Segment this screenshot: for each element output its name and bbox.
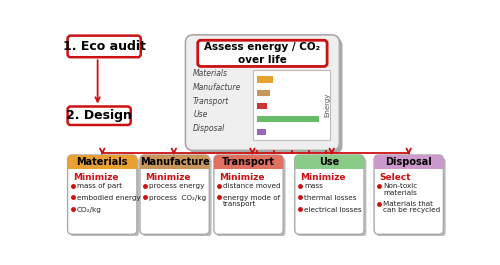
Text: mass: mass [304, 183, 323, 189]
Bar [295, 164, 364, 169]
Text: Manufacture: Manufacture [140, 157, 209, 167]
Bar [214, 164, 283, 169]
FancyBboxPatch shape [297, 157, 366, 237]
FancyBboxPatch shape [68, 155, 137, 234]
Text: energy mode of: energy mode of [223, 195, 280, 201]
Text: Assess energy / CO₂
over life: Assess energy / CO₂ over life [204, 42, 320, 65]
Text: Select: Select [380, 174, 411, 183]
Text: Transport: Transport [222, 157, 275, 167]
Text: CO₂/kg: CO₂/kg [77, 207, 102, 213]
Text: transport: transport [223, 201, 256, 207]
Text: Use: Use [193, 111, 208, 120]
FancyBboxPatch shape [188, 38, 342, 153]
Bar [257, 90, 270, 96]
Text: 2. Design: 2. Design [66, 109, 132, 122]
FancyBboxPatch shape [68, 36, 141, 57]
Text: 1. Eco audit: 1. Eco audit [62, 40, 146, 53]
FancyBboxPatch shape [68, 107, 130, 125]
FancyBboxPatch shape [295, 155, 364, 234]
FancyBboxPatch shape [374, 155, 444, 169]
Bar [257, 77, 273, 83]
FancyBboxPatch shape [70, 157, 139, 237]
FancyBboxPatch shape [140, 155, 209, 169]
Bar [257, 129, 266, 135]
Text: Disposal: Disposal [193, 124, 226, 133]
Text: distance moved: distance moved [223, 183, 281, 189]
FancyBboxPatch shape [214, 155, 283, 169]
FancyBboxPatch shape [142, 157, 212, 237]
FancyBboxPatch shape [140, 155, 209, 234]
Text: can be recycled: can be recycled [384, 207, 440, 213]
Text: Materials: Materials [76, 157, 128, 167]
Text: materials: materials [384, 190, 417, 196]
Text: Disposal: Disposal [386, 157, 432, 167]
Bar [68, 164, 137, 169]
Text: thermal losses: thermal losses [304, 195, 356, 201]
Text: embodied energy: embodied energy [77, 195, 140, 201]
Text: electrical losses: electrical losses [304, 207, 362, 213]
FancyBboxPatch shape [186, 35, 340, 150]
FancyBboxPatch shape [295, 155, 364, 169]
Text: Minimize: Minimize [146, 174, 191, 183]
Text: Minimize: Minimize [220, 174, 265, 183]
Text: Minimize: Minimize [73, 174, 118, 183]
Bar [257, 103, 267, 109]
Text: Minimize: Minimize [300, 174, 346, 183]
Bar [374, 164, 444, 169]
FancyBboxPatch shape [374, 155, 444, 234]
Text: Energy: Energy [324, 93, 330, 117]
Text: process energy: process energy [149, 183, 204, 189]
FancyBboxPatch shape [68, 155, 137, 169]
Bar [257, 116, 318, 122]
FancyBboxPatch shape [376, 157, 446, 237]
Text: Materials: Materials [193, 69, 228, 78]
Text: mass of part: mass of part [77, 183, 122, 189]
FancyBboxPatch shape [214, 155, 283, 234]
Bar [140, 164, 209, 169]
FancyBboxPatch shape [216, 157, 286, 237]
Bar [253, 70, 330, 140]
Text: Materials that: Materials that [384, 201, 434, 207]
Text: Non-toxic: Non-toxic [384, 183, 418, 189]
FancyBboxPatch shape [198, 40, 327, 67]
Text: Transport: Transport [193, 97, 230, 105]
Text: Manufacture: Manufacture [193, 83, 242, 92]
Text: Use: Use [320, 157, 340, 167]
Text: process  CO₂/kg: process CO₂/kg [149, 195, 206, 201]
